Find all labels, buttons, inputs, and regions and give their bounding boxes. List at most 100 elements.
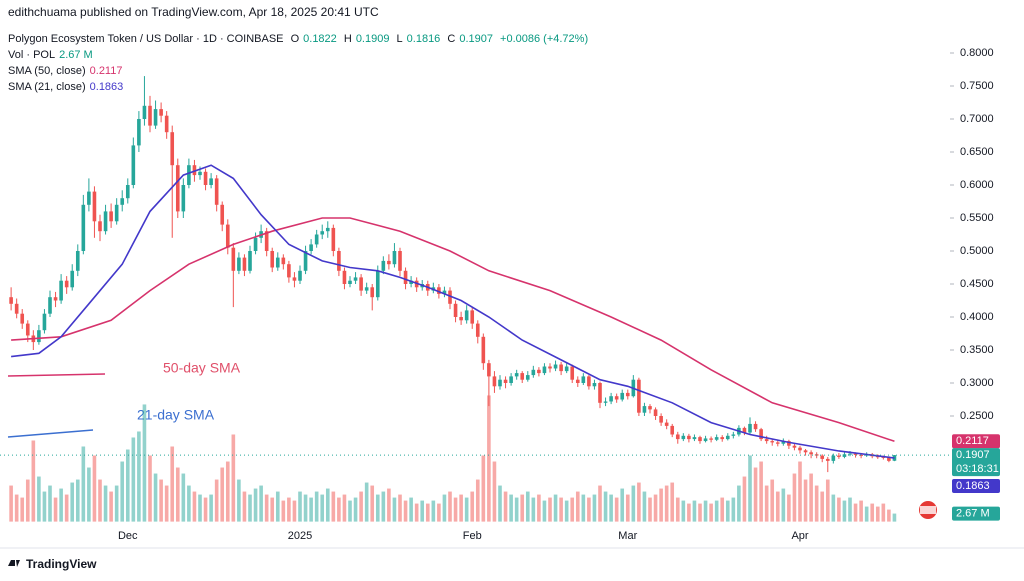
volume-bar: [14, 494, 19, 522]
candle-body: [809, 452, 813, 455]
candle-body: [292, 277, 297, 281]
volume-bar: [792, 473, 797, 522]
legend: Polygon Ecosystem Token / US Dollar · 1D…: [8, 31, 592, 95]
volume-price: 2.67 M: [956, 507, 990, 519]
candle-body: [9, 297, 13, 304]
volume-bar: [198, 494, 202, 522]
candle-body: [181, 185, 186, 212]
candle-body: [520, 373, 525, 380]
volume-bar: [775, 491, 780, 522]
candle-body: [331, 227, 336, 251]
ohlc-letter: O: [290, 33, 300, 45]
sma50-price-box: [952, 434, 1000, 449]
candle-body: [492, 376, 497, 387]
volume-bar: [398, 494, 402, 522]
candle-body: [359, 277, 363, 291]
candle-body: [375, 270, 380, 298]
volume-bar: [264, 494, 269, 522]
candle-body: [592, 383, 597, 387]
candle-body: [125, 185, 130, 199]
volume-bar: [292, 500, 297, 522]
volume-bar: [620, 488, 625, 522]
volume-bar: [537, 494, 541, 522]
candle-body: [731, 434, 736, 436]
legend-row: SMA (50, close) 0.2117: [8, 63, 592, 79]
candle-body: [587, 376, 591, 387]
volume-bar: [737, 485, 741, 522]
candle-body: [853, 453, 858, 455]
volume-bar: [798, 461, 802, 522]
volume-bar: [281, 500, 286, 522]
volume-bar: [225, 461, 230, 522]
candle-body: [687, 435, 691, 440]
volume-value: 2.67 M: [59, 49, 93, 61]
candle-body: [848, 453, 852, 455]
sma-line: [11, 164, 895, 459]
volume-bar: [709, 503, 713, 522]
candle-body: [509, 376, 513, 383]
candle-body: [503, 379, 508, 383]
volume-bar: [53, 497, 58, 522]
volume-bar: [320, 494, 325, 522]
candle-body: [437, 287, 441, 294]
volume-bar: [731, 497, 736, 522]
x-tick-label: 2025: [288, 530, 312, 542]
volume-bar: [359, 491, 363, 522]
volume-bar: [614, 497, 619, 522]
volume-bar: [131, 437, 136, 522]
volume-bar: [642, 491, 647, 522]
volume-bar: [325, 488, 330, 522]
candle-body: [792, 445, 797, 448]
volume-bar: [664, 485, 669, 522]
volume-bar: [703, 500, 708, 522]
candle-body: [48, 297, 52, 314]
volume-bar: [414, 503, 419, 522]
candle-body: [203, 171, 208, 185]
candle-body: [637, 379, 641, 413]
volume-bar: [825, 479, 830, 522]
volume-bar: [425, 503, 430, 522]
candle-body: [448, 290, 452, 304]
volume-bar: [275, 491, 280, 522]
y-tick-label: 0.5500: [960, 212, 994, 224]
volume-bar: [231, 434, 236, 522]
volume-bar: [364, 482, 369, 522]
flag-icon: [920, 506, 936, 514]
candle-body: [142, 105, 147, 119]
volume-bar: [87, 467, 91, 522]
volume-bar: [409, 497, 413, 522]
volume-bar: [875, 506, 880, 522]
candle-body: [542, 366, 547, 374]
volume-bar: [742, 476, 747, 522]
candle-body: [387, 260, 391, 265]
candle-body: [231, 247, 236, 271]
candle-body: [70, 270, 75, 288]
volume-bar: [448, 491, 452, 522]
candle-body: [570, 366, 575, 380]
candle-body: [548, 366, 552, 369]
volume-bar: [375, 494, 380, 522]
candle-body: [53, 297, 58, 301]
candle-body: [120, 198, 125, 205]
volume-bar: [92, 455, 97, 522]
volume-bar: [309, 497, 313, 522]
volume-bar: [25, 479, 30, 522]
volume-bar: [470, 491, 475, 522]
candle-body: [320, 231, 325, 235]
candle-body: [464, 310, 469, 321]
candle-body: [753, 423, 758, 430]
volume-bar: [170, 446, 175, 522]
publisher: edithchuama published on TradingView.com…: [8, 5, 379, 19]
volume-bar: [453, 497, 458, 522]
candle-body: [831, 455, 836, 461]
volume-bar: [892, 513, 897, 522]
volume-bar: [209, 494, 213, 522]
candle-body: [59, 280, 63, 301]
volume-bar: [342, 494, 347, 522]
candle-body: [642, 406, 647, 413]
candle-body: [225, 224, 230, 248]
volume-bar: [809, 473, 813, 522]
candle-body: [192, 165, 197, 176]
volume-bar: [214, 479, 219, 522]
